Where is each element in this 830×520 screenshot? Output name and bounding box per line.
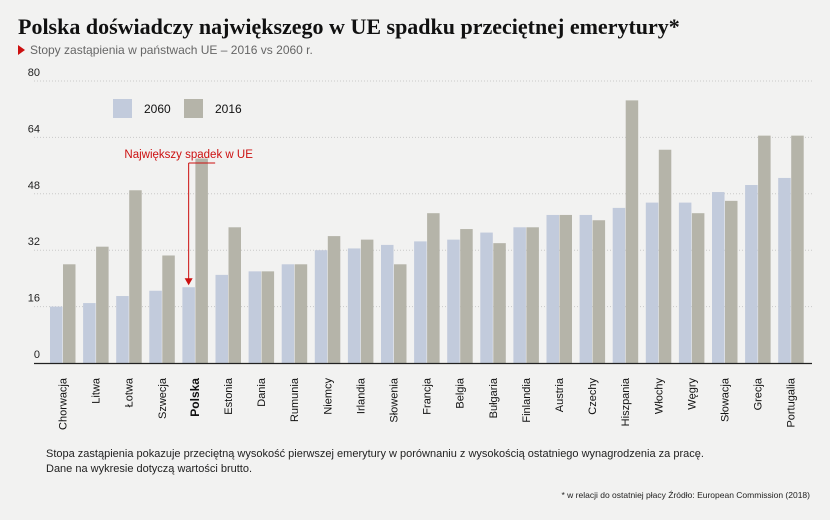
- note-line-2: Dane na wykresie dotyczą wartości brutto…: [46, 463, 253, 475]
- x-tick-label: Słowacja: [720, 377, 732, 422]
- bar-2060: [513, 227, 526, 363]
- bar-2016: [261, 271, 275, 363]
- bar-2060: [281, 264, 295, 363]
- chart-note: Stopa zastąpienia pokazuje przeciętną wy…: [46, 447, 704, 477]
- bar-2016: [691, 213, 705, 363]
- y-tick-label: 48: [28, 180, 40, 192]
- x-tick-label: Francja: [422, 377, 434, 415]
- bar-2060: [712, 192, 725, 363]
- x-tick-label: Włochy: [653, 378, 665, 415]
- bar-2016: [460, 229, 473, 363]
- bar-2016: [195, 158, 208, 363]
- bar-2016: [526, 227, 539, 363]
- bar-2060: [745, 184, 758, 363]
- bar-2060: [480, 232, 493, 363]
- annotation-label: Największy spadek w UE: [124, 149, 253, 161]
- x-tick-label: Czechy: [587, 378, 599, 415]
- x-tick-label: Dania: [256, 377, 268, 407]
- bar-2016: [360, 239, 374, 363]
- bar-2016: [394, 264, 407, 363]
- bar-2060: [149, 290, 162, 363]
- x-tick-label: Irlandia: [355, 377, 367, 414]
- legend-swatch-2060: [113, 99, 132, 118]
- legend-label-2060: 2060: [144, 102, 171, 116]
- chart-subtitle: Stopy zastąpienia w państwach UE – 2016 …: [18, 43, 313, 57]
- bar-2016: [294, 264, 308, 363]
- bar-2016: [96, 246, 109, 363]
- y-tick-label: 64: [28, 123, 40, 135]
- bar-2016: [63, 264, 76, 363]
- x-tick-label: Niemcy: [322, 378, 334, 415]
- bar-2060: [579, 214, 593, 363]
- x-tick-label: Węgry: [686, 378, 698, 410]
- y-tick-label: 80: [28, 67, 40, 79]
- x-tick-label: Słowenia: [389, 377, 401, 423]
- x-tick-label: Austria: [554, 377, 566, 412]
- bar-2060: [381, 244, 394, 363]
- bar-2060: [612, 207, 626, 363]
- bar-2016: [758, 135, 771, 363]
- bar-2060: [83, 303, 96, 363]
- bar-2016: [791, 135, 804, 363]
- bar-2016: [327, 236, 341, 363]
- bar-2060: [645, 202, 659, 363]
- x-tick-label: Szwecja: [157, 377, 169, 419]
- x-tick-label: Rumunia: [289, 377, 301, 422]
- bar-2060: [347, 248, 361, 363]
- bar-2016: [559, 214, 572, 363]
- x-tick-label: Łotwa: [124, 377, 136, 407]
- x-tick-label: Bułgaria: [488, 377, 500, 418]
- bar-chart: 0 16 32 48 64 80 Chorwacja Litwa Łotwa Szwecja Pol…: [28, 67, 812, 430]
- bar-2060: [248, 271, 262, 363]
- y-tick-label: 16: [28, 293, 40, 305]
- x-tick-label: Finlandia: [521, 377, 533, 423]
- x-tick-label: Estonia: [223, 377, 235, 415]
- bar-2060: [546, 214, 559, 363]
- x-tick-label: Belgia: [455, 377, 467, 408]
- y-tick-label: 0: [34, 349, 40, 361]
- legend-swatch-2016: [184, 99, 203, 118]
- bar-2016: [658, 149, 672, 363]
- bar-2060: [778, 177, 791, 363]
- x-tick-label: Grecja: [753, 377, 765, 410]
- bar-2016: [162, 255, 175, 363]
- y-tick-label: 32: [28, 236, 40, 248]
- bar-2060: [678, 202, 692, 363]
- bar-2016: [228, 227, 241, 363]
- bar-2060: [182, 287, 195, 363]
- bar-2016: [427, 213, 440, 363]
- bar-2060: [414, 241, 427, 363]
- annotation-arrow-head: [184, 278, 193, 286]
- x-tick-label: Hiszpania: [620, 377, 632, 426]
- x-tick-label: Portugalia: [786, 377, 798, 427]
- bar-2060: [314, 250, 328, 363]
- bar-2016: [493, 243, 506, 363]
- x-tick-label: Chorwacja: [58, 377, 70, 430]
- source-note: * w relacji do ostatniej płacy Źródło: E…: [561, 490, 810, 500]
- triangle-marker-icon: [18, 45, 25, 55]
- bar-2060: [447, 239, 460, 363]
- legend-label-2016: 2016: [215, 102, 242, 116]
- bar-2016: [129, 190, 142, 363]
- bar-2060: [215, 274, 228, 363]
- bar-2016: [725, 200, 738, 363]
- chart-title: Polska doświadczy największego w UE spad…: [18, 14, 680, 39]
- bar-2016: [592, 220, 606, 363]
- note-line-1: Stopa zastąpienia pokazuje przeciętną wy…: [46, 448, 704, 460]
- chart-subtitle-text: Stopy zastąpienia w państwach UE – 2016 …: [30, 43, 313, 57]
- bar-2016: [625, 100, 639, 363]
- x-tick-label: Litwa: [91, 377, 103, 404]
- bar-2060: [50, 306, 63, 363]
- x-tick-label: Polska: [188, 378, 202, 417]
- bar-2060: [116, 296, 129, 363]
